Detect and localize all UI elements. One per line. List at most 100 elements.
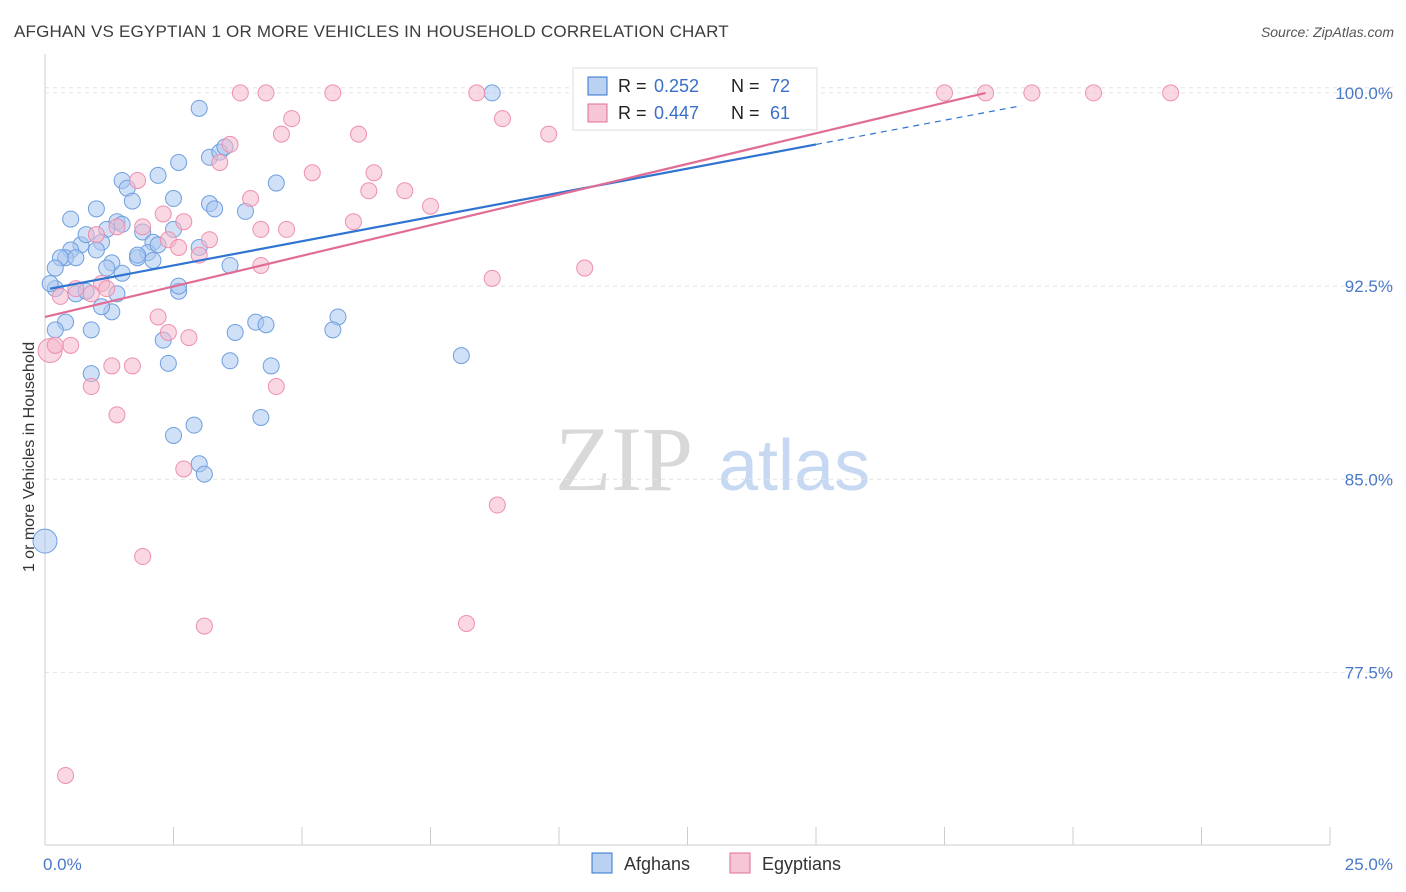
point-egyptians <box>468 84 486 102</box>
point-afghans <box>483 84 501 102</box>
bottom-legend-label-egyptians: Egyptians <box>762 854 841 874</box>
legend-r-value-afghans: 0.252 <box>654 76 699 96</box>
point-egyptians <box>422 197 439 215</box>
watermark-atlas: atlas <box>718 426 870 506</box>
point-egyptians <box>576 259 594 277</box>
point-egyptians <box>303 164 321 182</box>
point-egyptians <box>540 125 558 143</box>
point-afghans <box>206 200 224 218</box>
legend-n-label-afghans: N = <box>731 76 760 96</box>
point-afghans <box>123 192 141 210</box>
point-egyptians <box>350 125 368 143</box>
point-egyptians <box>170 238 188 256</box>
legend-swatch-afghans <box>587 76 608 96</box>
legend-r-value-egyptians: 0.447 <box>654 103 699 123</box>
point-afghans <box>165 426 182 444</box>
y-tick-label: 77.5% <box>1345 663 1393 682</box>
point-afghans <box>195 465 213 483</box>
x-tick-label: 25.0% <box>1345 855 1393 874</box>
point-afghans <box>252 408 270 426</box>
point-afghans <box>226 323 244 341</box>
trend-line-afghans <box>49 143 817 290</box>
bottom-legend-label-afghans: Afghans <box>624 854 690 874</box>
point-afghans <box>98 259 116 277</box>
point-afghans <box>46 259 64 277</box>
trend-lines <box>44 91 1022 319</box>
point-egyptians <box>57 766 75 784</box>
y-tick-label: 85.0% <box>1345 470 1393 489</box>
point-afghans <box>159 354 177 372</box>
point-egyptians <box>457 614 475 632</box>
point-egyptians <box>267 378 285 396</box>
point-egyptians <box>936 84 953 102</box>
point-egyptians <box>283 110 301 128</box>
point-egyptians <box>1023 84 1041 102</box>
point-afghans <box>62 210 80 228</box>
legend-r-label-egyptians: R = <box>618 103 647 123</box>
point-egyptians <box>278 220 296 238</box>
legend-n-value-egyptians: 61 <box>770 103 790 123</box>
point-egyptians <box>175 213 193 231</box>
watermark-zip: ZIP <box>555 408 693 510</box>
point-egyptians <box>82 285 100 303</box>
point-afghans <box>144 251 162 269</box>
point-egyptians <box>134 548 152 566</box>
point-afghans <box>165 190 182 208</box>
legend: R = 0.252 N = 72 R = 0.447 N = 61 <box>572 67 818 131</box>
legend-n-value-afghans: 72 <box>770 76 790 96</box>
point-egyptians <box>344 213 362 231</box>
point-egyptians <box>159 323 177 341</box>
watermark: ZIP atlas <box>555 408 870 510</box>
point-egyptians <box>103 357 121 375</box>
point-egyptians <box>1162 84 1180 102</box>
point-egyptians <box>129 171 147 189</box>
point-egyptians <box>82 378 100 396</box>
point-afghans <box>324 321 342 339</box>
point-egyptians <box>488 496 506 514</box>
point-egyptians <box>123 357 141 375</box>
point-afghans <box>170 153 188 171</box>
point-egyptians <box>149 308 167 326</box>
point-afghans <box>46 321 64 339</box>
legend-swatch-egyptians <box>587 103 608 123</box>
point-afghans <box>32 528 58 554</box>
point-egyptians <box>62 336 80 354</box>
y-tick-label: 92.5% <box>1345 277 1393 296</box>
point-egyptians <box>365 164 383 182</box>
grid-lines <box>45 87 1393 673</box>
point-afghans <box>87 200 105 218</box>
chart-title: AFGHAN VS EGYPTIAN 1 OR MORE VEHICLES IN… <box>14 22 729 41</box>
point-egyptians <box>396 182 414 200</box>
source-credit: Source: ZipAtlas.com <box>1260 24 1394 40</box>
trend-line-egyptians <box>44 91 986 319</box>
point-egyptians <box>221 135 239 153</box>
point-egyptians <box>1085 84 1103 102</box>
point-egyptians <box>108 406 126 424</box>
point-egyptians <box>242 190 260 208</box>
point-egyptians <box>272 125 290 143</box>
point-afghans <box>262 357 280 375</box>
bottom-legend-swatch-afghans <box>591 852 613 874</box>
point-afghans <box>185 416 203 434</box>
y-axis-label: 1 or more Vehicles in Household <box>21 342 38 572</box>
point-afghans <box>257 316 275 334</box>
point-egyptians <box>360 182 378 200</box>
point-egyptians <box>154 205 172 223</box>
legend-n-label-egyptians: N = <box>731 103 760 123</box>
point-egyptians <box>98 280 116 298</box>
point-egyptians <box>87 226 105 244</box>
point-afghans <box>87 241 105 259</box>
point-afghans <box>67 249 85 267</box>
point-afghans <box>221 352 239 370</box>
point-egyptians <box>46 336 64 354</box>
point-egyptians <box>257 84 275 102</box>
point-afghans <box>129 246 147 264</box>
point-afghans <box>149 166 167 184</box>
x-tick-label: 0.0% <box>43 855 82 874</box>
point-egyptians <box>493 110 511 128</box>
point-egyptians <box>195 617 213 635</box>
point-egyptians <box>200 231 218 249</box>
point-afghans <box>41 275 59 293</box>
point-afghans <box>267 174 285 192</box>
